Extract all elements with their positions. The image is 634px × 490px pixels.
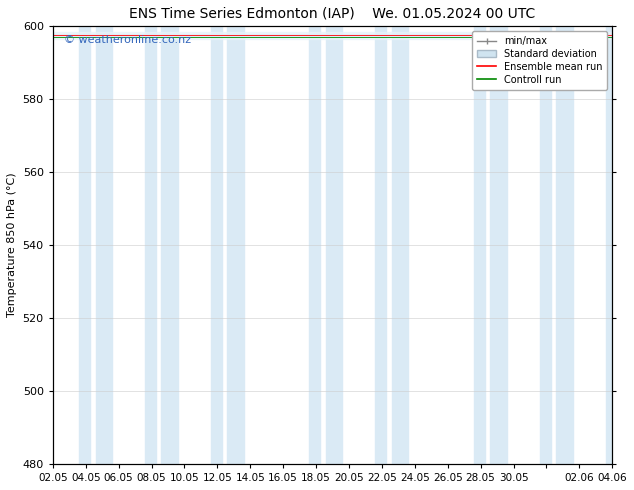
Legend: min/max, Standard deviation, Ensemble mean run, Controll run: min/max, Standard deviation, Ensemble me… (472, 31, 607, 90)
Bar (375, 26, 386, 464)
Bar (392, 26, 408, 464)
Bar (210, 26, 222, 464)
Bar (540, 26, 551, 464)
Bar (474, 26, 485, 464)
Bar (617, 26, 629, 464)
Bar (79, 26, 90, 464)
Title: ENS Time Series Edmonton (IAP)    We. 01.05.2024 00 UTC: ENS Time Series Edmonton (IAP) We. 01.05… (129, 7, 536, 21)
Y-axis label: Temperature 850 hPa (°C): Temperature 850 hPa (°C) (7, 173, 17, 318)
Bar (605, 26, 613, 464)
Bar (145, 26, 156, 464)
Bar (491, 26, 507, 464)
Text: © weatheronline.co.nz: © weatheronline.co.nz (64, 35, 191, 45)
Bar (556, 26, 573, 464)
Bar (227, 26, 243, 464)
Bar (326, 26, 342, 464)
Bar (96, 26, 112, 464)
Bar (309, 26, 320, 464)
Bar (162, 26, 178, 464)
